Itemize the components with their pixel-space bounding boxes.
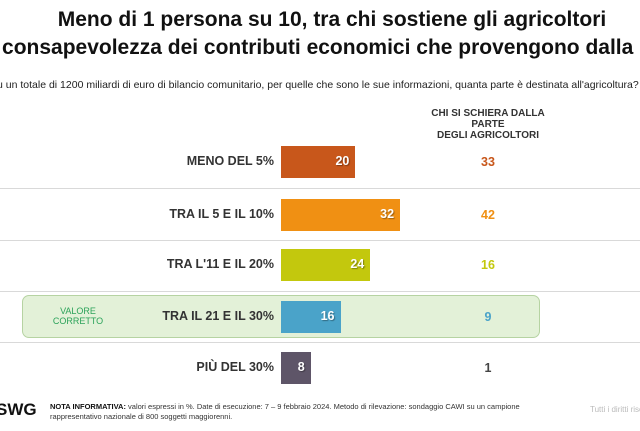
bar: 20 xyxy=(281,146,356,178)
bar-value-label: 20 xyxy=(335,154,350,168)
note-text: valori espressi in %. Date di esecuzione… xyxy=(50,402,520,421)
row-separator xyxy=(0,291,640,292)
agricoltori-value: 42 xyxy=(481,208,495,222)
category-label: MENO DEL 5% xyxy=(186,154,274,168)
row-separator xyxy=(0,188,640,189)
bar: 24 xyxy=(281,249,371,281)
footer-note: NOTA INFORMATIVA: valori espressi in %. … xyxy=(50,402,520,422)
category-label: TRA IL 21 E IL 30% xyxy=(162,309,274,323)
agricoltori-value: 1 xyxy=(484,361,492,375)
row-separator xyxy=(0,342,640,343)
column-header-agricoltori: CHI SI SCHIERA DALLA PARTE DEGLI AGRICOLT… xyxy=(431,108,545,141)
chart-title-line-2: ha consapevolezza dei contributi economi… xyxy=(0,36,640,59)
agricoltori-value: 16 xyxy=(481,258,495,272)
category-label: PIÙ DEL 30% xyxy=(196,360,274,374)
bar-value-label: 8 xyxy=(297,360,305,374)
bar: 32 xyxy=(281,199,401,231)
row-separator xyxy=(0,240,640,241)
bar: 8 xyxy=(281,352,311,384)
bar-value-label: 16 xyxy=(320,309,335,323)
bar-value-label: 24 xyxy=(350,257,365,271)
category-label: TRA IL 5 E IL 10% xyxy=(169,207,274,221)
correct-value-label: VALORE CORRETTO xyxy=(52,306,104,326)
bar: 16 xyxy=(281,301,341,333)
rights-text: Tutti i diritti riservati xyxy=(590,405,640,414)
agricoltori-value: 33 xyxy=(481,155,495,169)
category-label: TRA L'11 E IL 20% xyxy=(166,257,274,271)
note-label: NOTA INFORMATIVA: xyxy=(50,402,126,411)
agricoltori-value: 9 xyxy=(484,310,492,324)
bar-value-label: 32 xyxy=(380,207,395,221)
chart-subtitle: Su un totale di 1200 miliardi di euro di… xyxy=(0,79,639,91)
chart-title-line-1: Meno di 1 persona su 10, tra chi sostien… xyxy=(57,8,607,31)
swg-logo: SWG xyxy=(0,400,37,419)
